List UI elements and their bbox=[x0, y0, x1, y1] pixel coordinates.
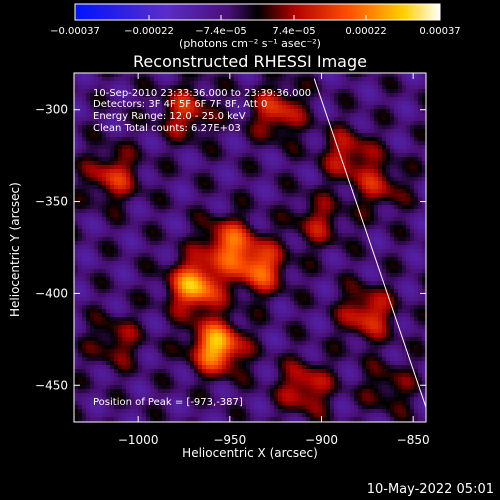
y-tick-label: −400 bbox=[35, 286, 68, 300]
solar-limb-line bbox=[313, 78, 426, 408]
colorbar bbox=[74, 3, 441, 21]
timestamp-footer: 10-May-2022 05:01 bbox=[366, 482, 494, 497]
colorbar-tick-label: 0.00022 bbox=[345, 26, 386, 37]
y-axis-label: Heliocentric Y (arcsec) bbox=[8, 182, 22, 317]
x-tick-label: −850 bbox=[397, 433, 430, 447]
annotation-peak: Position of Peak = [-973,-387] bbox=[93, 397, 243, 408]
y-tick-label: −450 bbox=[35, 378, 68, 392]
chart-title: Reconstructed RHESSI Image bbox=[133, 52, 367, 71]
annotation-method: Clean Total counts: 6.27E+03 bbox=[93, 123, 241, 134]
y-tick-label: −350 bbox=[35, 195, 68, 209]
plot-frame bbox=[73, 72, 427, 423]
heatmap-image bbox=[74, 73, 426, 422]
y-tick-label: −300 bbox=[35, 103, 68, 117]
x-tick-label: −1000 bbox=[118, 433, 159, 447]
colorbar-tick-label: −0.00037 bbox=[50, 26, 100, 37]
annotation-time: 10-Sep-2010 23:33:36.000 to 23:39:36.000 bbox=[93, 88, 312, 99]
colorbar-units: (photons cm⁻² s⁻¹ asec⁻²) bbox=[179, 37, 321, 50]
annotation-energy: Energy Range: 12.0 - 25.0 keV bbox=[93, 111, 246, 122]
colorbar-tick-label: −7.4e−05 bbox=[195, 26, 247, 37]
x-tick-label: −950 bbox=[213, 433, 246, 447]
colorbar-tick-label: 0.00037 bbox=[419, 26, 460, 37]
x-axis-label: Heliocentric X (arcsec) bbox=[182, 446, 318, 460]
colorbar-tick-label: −0.00022 bbox=[124, 26, 174, 37]
x-tick-label: −900 bbox=[305, 433, 338, 447]
annotation-detectors: Detectors: 3F 4F 5F 6F 7F 8F, Att 0 bbox=[93, 99, 268, 110]
colorbar-tick-label: 7.4e−05 bbox=[272, 26, 315, 37]
